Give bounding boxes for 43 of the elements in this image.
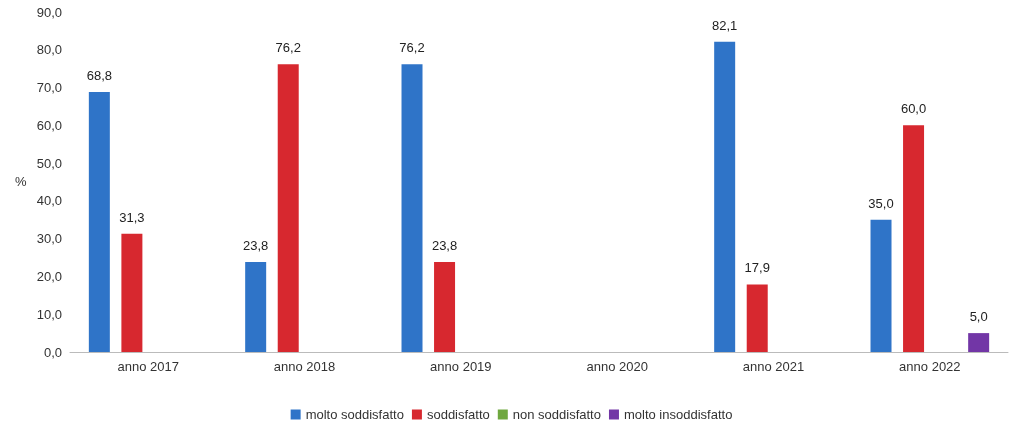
bar — [401, 64, 423, 352]
y-tick-label: 90,0 — [36, 4, 62, 20]
bar — [746, 284, 768, 352]
bar — [870, 219, 892, 352]
y-tick-label: 60,0 — [36, 117, 62, 133]
data-label: 68,8 — [86, 68, 112, 84]
bar — [277, 64, 299, 352]
y-tick-label: 80,0 — [36, 42, 62, 58]
legend-label: non soddisfatto — [512, 407, 601, 422]
data-label: 76,2 — [275, 40, 301, 56]
data-label: 31,3 — [119, 209, 145, 225]
bar — [434, 262, 456, 352]
bar — [903, 125, 925, 352]
x-tick-label: anno 2022 — [899, 359, 961, 374]
y-tick-label: 10,0 — [36, 306, 62, 322]
bar — [714, 41, 736, 352]
bar — [245, 262, 267, 352]
y-tick-label: 20,0 — [36, 268, 62, 284]
x-tick-label: anno 2021 — [742, 359, 805, 374]
y-tick-label: 30,0 — [36, 231, 62, 247]
y-tick-label: 70,0 — [36, 80, 62, 96]
x-tick-label: anno 2020 — [586, 359, 648, 374]
x-tick-label: anno 2017 — [117, 359, 179, 374]
bar — [968, 333, 990, 352]
y-tick-label: 50,0 — [36, 155, 62, 171]
y-axis-title: % — [15, 174, 27, 189]
x-tick-label: anno 2018 — [273, 359, 336, 374]
data-label: 17,9 — [744, 260, 770, 276]
legend-label: molto soddisfatto — [305, 407, 404, 422]
legend-label: molto insoddisfatto — [623, 407, 733, 422]
legend-label: soddisfatto — [426, 407, 490, 422]
x-tick-label: anno 2019 — [430, 359, 492, 374]
data-label: 5,0 — [969, 309, 988, 325]
data-label: 76,2 — [399, 40, 425, 56]
bar — [121, 233, 143, 352]
data-label: 23,8 — [431, 238, 458, 254]
data-label: 60,0 — [900, 101, 927, 117]
data-label: 82,1 — [712, 17, 738, 33]
data-label: 35,0 — [868, 195, 894, 211]
y-tick-label: 40,0 — [36, 193, 62, 209]
y-tick-label: 0,0 — [43, 344, 62, 360]
bar — [88, 92, 110, 352]
data-label: 23,8 — [243, 238, 269, 254]
